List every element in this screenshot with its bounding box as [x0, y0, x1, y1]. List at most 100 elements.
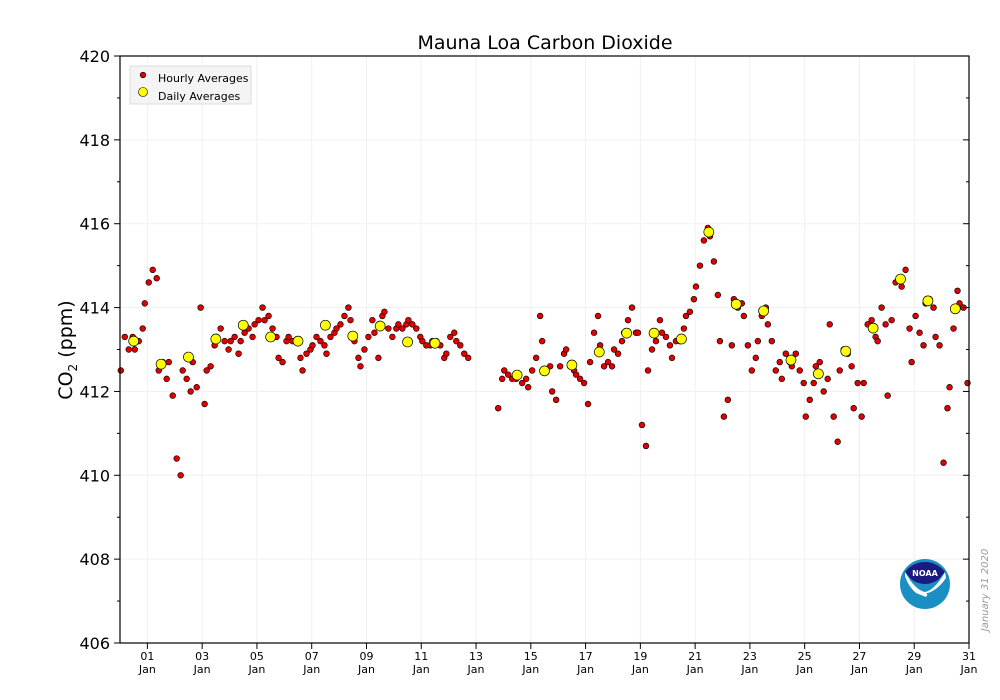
hourly-point — [121, 333, 128, 341]
hourly-point — [149, 266, 156, 274]
hourly-point — [810, 379, 817, 387]
daily-point — [703, 226, 715, 238]
hourly-point — [141, 300, 148, 307]
x-tick-month: Jan — [795, 663, 813, 676]
hourly-point — [656, 316, 664, 324]
daily-point — [292, 335, 304, 347]
hourly-point — [826, 321, 833, 328]
hourly-point — [884, 392, 891, 399]
hourly-point — [618, 337, 626, 345]
daily-point — [621, 327, 633, 339]
daily-point — [128, 335, 140, 347]
hourly-point — [590, 329, 598, 336]
x-tick-day: 19 — [633, 650, 647, 663]
daily-point — [237, 319, 249, 331]
hourly-point — [341, 312, 348, 320]
hourly-point — [740, 312, 748, 320]
legend-daily-label: Daily Averages — [158, 90, 241, 103]
hourly-point — [848, 363, 855, 370]
daily-point — [402, 336, 413, 348]
daily-point — [566, 359, 578, 371]
hourly-point — [868, 316, 875, 324]
legend-box — [129, 65, 252, 105]
hourly-point — [117, 367, 125, 374]
hourly-point — [299, 367, 306, 374]
hourly-point — [347, 316, 354, 324]
y-tick-label: 420 — [79, 47, 110, 66]
hourly-point — [860, 379, 867, 387]
hourly-point — [692, 283, 700, 290]
hourly-point — [163, 375, 170, 383]
hourly-point — [556, 363, 564, 370]
hourly-point — [696, 262, 704, 269]
hourly-point — [225, 346, 232, 353]
hourly-point — [850, 405, 857, 412]
hourly-point — [792, 350, 799, 357]
noaa-logo-text: NOAA — [912, 569, 938, 578]
daily-point — [922, 295, 934, 307]
hourly-point — [327, 333, 334, 341]
hourly-point — [610, 346, 618, 353]
hourly-point — [365, 333, 372, 341]
hourly-point — [131, 346, 138, 353]
daily-series — [128, 226, 961, 381]
hourly-point — [217, 325, 224, 332]
hourly-point — [522, 375, 530, 383]
hourly-point — [752, 354, 759, 362]
x-tick-day: 01 — [140, 650, 154, 663]
hourly-point — [179, 367, 186, 374]
hourly-point — [317, 337, 324, 345]
hourly-point — [710, 258, 718, 265]
y-tick-label: 406 — [79, 634, 110, 653]
hourly-point — [584, 400, 592, 408]
x-tick-month: Jan — [357, 663, 375, 676]
hourly-point — [265, 312, 272, 320]
hourly-point — [858, 413, 865, 420]
y-tick-label: 412 — [79, 382, 110, 401]
chart-title: Mauna Loa Carbon Dioxide — [417, 32, 672, 54]
x-tick-day: 11 — [414, 650, 428, 663]
hourly-point — [690, 295, 698, 303]
daily-point — [648, 327, 660, 339]
hourly-point — [357, 363, 364, 370]
hourly-point — [405, 316, 412, 324]
hourly-point — [728, 342, 736, 349]
hourly-point — [285, 333, 292, 341]
hourly-point — [802, 413, 809, 420]
hourly-point — [902, 266, 909, 274]
hourly-point — [824, 375, 831, 383]
hourly-point — [834, 438, 841, 445]
x-tick-month: Jan — [302, 663, 320, 676]
hourly-point — [580, 379, 588, 387]
hourly-point — [882, 321, 889, 328]
hourly-point — [874, 337, 881, 345]
daily-point — [895, 273, 906, 285]
hourly-point — [624, 316, 632, 324]
hourly-point — [321, 342, 328, 349]
hourly-point — [221, 337, 228, 345]
hourly-point — [125, 346, 132, 353]
x-tick-day: 05 — [250, 650, 264, 663]
hourly-point — [754, 337, 762, 345]
daily-point — [949, 303, 961, 315]
hourly-point — [145, 279, 152, 286]
hourly-point — [642, 442, 650, 450]
hourly-point — [259, 304, 266, 311]
hourly-point — [235, 350, 242, 357]
daily-point — [676, 333, 687, 345]
x-tick-month: Jan — [247, 663, 265, 676]
hourly-point — [604, 358, 612, 366]
hourly-point — [453, 337, 460, 345]
hourly-point — [796, 367, 803, 374]
noaa-logo-bird — [905, 572, 946, 597]
hourly-point — [820, 388, 827, 395]
hourly-point — [946, 384, 953, 391]
hourly-point — [371, 329, 378, 336]
hourly-point — [518, 379, 526, 387]
hourly-point — [778, 375, 786, 383]
hourly-point — [586, 358, 594, 366]
y-tick-label: 410 — [79, 466, 110, 485]
hourly-point — [413, 325, 420, 332]
hourly-point — [409, 321, 416, 328]
date-stamp: January 31 2020 — [980, 549, 991, 633]
